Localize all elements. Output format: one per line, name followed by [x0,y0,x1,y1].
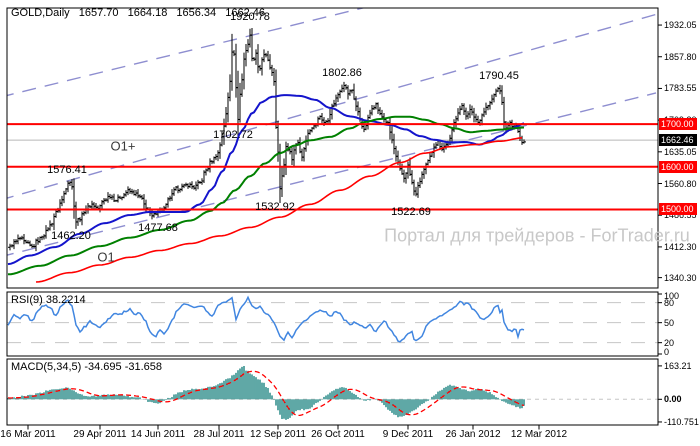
swing-label-1462.20: 1462.20 [51,230,91,242]
swing-label-1802.86: 1802.86 [322,67,362,79]
ohlc-low: 1656.34 [176,7,217,19]
date-label: 29 Apr 2011 [73,429,127,440]
swing-label-1702.72: 1702.72 [213,129,253,141]
swing-label-1790.45: 1790.45 [479,70,519,82]
channel-label-o1+: O1+ [110,138,136,154]
ohlc-high: 1664.18 [127,7,168,19]
ma-blue-fast [7,94,525,266]
ohlc-readout: GOLD,Daily 1657.70 1664.18 1656.34 1662.… [11,7,271,19]
price-tick-label: 1412.30 [664,241,697,252]
rsi-tick-label: 0 [664,347,670,357]
date-label: 16 Mar 2011 [0,429,56,440]
rsi-tick-label: 80 [664,297,675,308]
channel-lower [7,92,657,256]
date-label: 14 Jun 2011 [130,429,186,440]
rsi-tick-label: 50 [664,317,675,328]
price-level-box-1500.00: 1500.00 [659,203,697,216]
price-pane-group [7,8,658,283]
watermark: Портал для трейдеров - ForTrader.ru [384,225,690,246]
ohlc-close: 1662.46 [225,7,265,19]
macd-pane-border [6,358,659,426]
price-level-box-1600.00: 1600.00 [659,160,697,173]
swing-label-1920.78: 1920.78 [230,11,270,23]
swing-label-1576.41: 1576.41 [47,164,87,176]
rsi-indicator-label: RSI(9) 38.2214 [11,294,86,306]
macd-indicator-label: MACD(5,34,5) -34.695 -31.658 [11,361,163,373]
price-tick-label: 1783.55 [664,83,697,94]
price-tick-label: 1932.05 [664,20,697,31]
rsi-pane-group [7,295,658,344]
date-label: 28 Jul 2011 [193,429,245,440]
price-tick-label: 1340.30 [664,272,697,283]
date-label: 9 Dec 2011 [382,429,434,440]
ma-red-slow [35,137,523,283]
symbol-period-label: GOLD,Daily [11,7,70,19]
date-label: 12 Sep 2011 [250,429,306,440]
rsi-tick-label: 20 [664,337,675,348]
date-label: 12 Mar 2012 [510,429,568,440]
date-label: 26 Jan 2012 [445,429,501,440]
channel-label-o1: O1 [97,249,115,265]
swing-label-1522.69: 1522.69 [391,206,431,218]
rsi-line [7,295,525,343]
price-tick-label: 1560.80 [664,178,697,189]
macd-tick-label: 0.00 [664,394,682,405]
price-level-box-1700.00: 1700.00 [659,118,697,131]
price-tick-label: 1857.80 [664,51,697,62]
date-label: 26 Oct 2011 [311,429,365,440]
rsi-pane-border [6,291,659,357]
swing-label-1532.92: 1532.92 [255,201,295,213]
swing-label-1477.68: 1477.68 [138,222,178,234]
current-price-box: 1662.46 [659,134,697,147]
macd-tick-label: 163.21 [664,360,692,371]
rsi-tick-label: 100 [664,291,680,301]
price-tick-label: 1635.05 [664,146,697,157]
ohlc-open: 1657.70 [78,7,119,19]
macd-tick-label: -110.751 [664,416,699,427]
macd-signal-line [7,370,525,417]
macd-pane-group [7,365,658,420]
main-pane-border [6,7,659,289]
